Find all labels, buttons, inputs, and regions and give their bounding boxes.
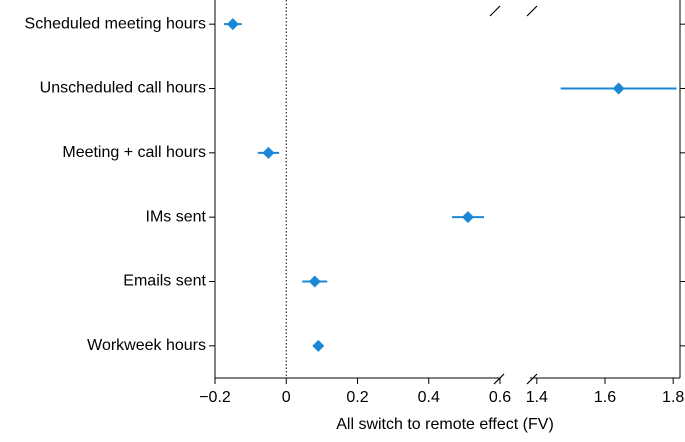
y-tick-label: Emails sent [123, 273, 206, 290]
point [226, 18, 239, 31]
x-tick-label: 0.2 [346, 389, 368, 406]
x-tick-label: 1.4 [526, 389, 548, 406]
x-tick-label: 1.6 [594, 389, 616, 406]
y-tick-label: Unscheduled call hours [40, 80, 206, 97]
point [461, 211, 474, 224]
x-tick-label: 0.6 [489, 389, 511, 406]
point [612, 82, 625, 95]
point [308, 275, 321, 288]
x-axis-label: All switch to remote effect (FV) [336, 416, 554, 433]
y-tick-label: Meeting + call hours [62, 144, 206, 161]
x-tick-label: 0 [282, 389, 291, 406]
point [312, 339, 325, 352]
y-tick-label: Workweek hours [87, 337, 206, 354]
point [262, 146, 275, 159]
y-tick-label: IMs sent [146, 208, 207, 225]
x-tick-label: 0.4 [418, 389, 440, 406]
x-tick-label: −0.2 [199, 389, 231, 406]
y-tick-label: Scheduled meeting hours [25, 15, 206, 32]
axis-break [489, 5, 538, 385]
x-tick-label: 1.8 [662, 389, 684, 406]
